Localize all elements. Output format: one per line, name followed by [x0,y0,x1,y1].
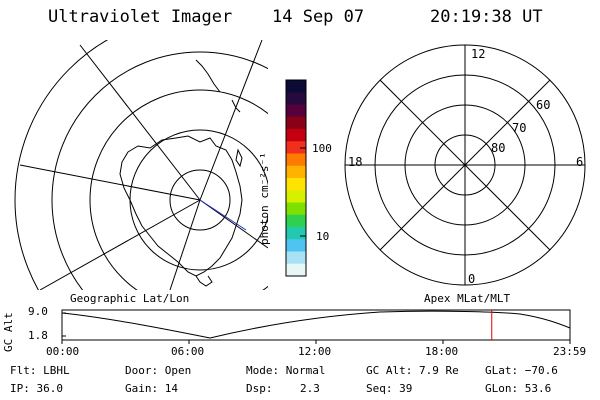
polar-panel-label: Apex MLat/MLT [424,292,511,305]
mlt-label-left: 18 [348,155,363,169]
geo-meridian [199,40,263,201]
colorbar-swatch [286,190,306,203]
mlt-label-top: 12 [471,47,486,61]
altitude-xticks [61,340,571,344]
time-label: 20:19:38 UT [430,7,543,27]
colorbar [286,80,306,277]
geo-lat-ring [51,51,268,290]
mlt-label-right: 6 [576,155,584,169]
sun-direction-line [199,199,247,231]
colorbar-swatch [286,80,306,93]
colorbar-swatch [286,263,306,277]
colorbar-swatch [286,227,306,240]
geo-lat-ring [169,169,231,231]
lat-label-70: 70 [512,121,527,135]
colorbar-swatch [286,129,306,142]
island-outline [231,99,241,113]
colorbar-frame [285,79,307,277]
mlt-label-bottom: 0 [468,272,476,286]
altitude-ylabel: GC Alt [2,312,15,352]
antarctica-coastline [119,135,243,277]
geo-meridian [199,199,268,249]
colorbar-tick-10: 10 [316,230,330,243]
polar-panel [344,44,586,286]
glon-info: GLon: 53.6 [485,382,552,395]
time-tick-0: 00:00 [46,345,80,358]
colorbar-swatch [286,178,306,191]
altitude-curve [61,310,571,339]
colorbar-swatch [286,165,306,179]
time-tick-3: 18:00 [425,345,459,358]
seq-info: Seq: 39 [366,382,413,395]
island-outline [195,59,221,93]
colorbar-swatch [286,104,306,118]
ip-info: IP: 36.0 [10,382,63,395]
filter-info: Flt: LBHL [10,364,70,377]
geo-lat-ring [14,40,109,290]
geo-meridian [169,199,201,290]
peninsula-coastline [195,275,213,287]
gc-alt-info: GC Alt: 7.9 Re [366,364,459,377]
lat-label-60: 60 [536,98,551,112]
colorbar-unit-label: photon cm⁻²s⁻¹ [258,152,271,245]
colorbar-swatch [286,141,306,154]
geo-panel-label: Geographic Lat/Lon [70,292,190,305]
gain-info: Gain: 14 [125,382,178,395]
colorbar-swatch [286,202,306,216]
geo-meridian [79,44,201,201]
colorbar-swatch [286,116,306,130]
island-outline [235,148,243,168]
dsp-value: 2.3 [300,382,320,395]
colorbar-swatch [286,214,306,228]
lat-label-80: 80 [491,141,506,155]
polar-diagonal [379,79,551,251]
geo-meridian [19,164,201,201]
colorbar-swatch [286,92,306,105]
time-tick-4: 23:59 [553,345,587,358]
mode-info: Mode: Normal [246,364,326,377]
geo-lat-ring [89,89,268,290]
colorbar-tick-100: 100 [312,142,332,155]
date-label: 14 Sep 07 [272,7,365,27]
time-tick-2: 12:00 [298,345,332,358]
colorbar-swatch [286,251,306,265]
altitude-ytick-low: 1.8 [28,329,48,342]
colorbar-swatch [286,239,306,252]
colorbar-swatch [286,153,306,167]
time-tick-1: 06:00 [171,345,205,358]
geo-meridian [39,199,201,290]
glat-info: GLat: −70.6 [485,364,558,377]
door-info: Door: Open [125,364,192,377]
altitude-ytick-high: 9.0 [28,305,48,318]
altitude-plot-frame [61,309,571,341]
dsp-label: Dsp: [246,382,273,395]
instrument-title: Ultraviolet Imager [48,7,233,27]
